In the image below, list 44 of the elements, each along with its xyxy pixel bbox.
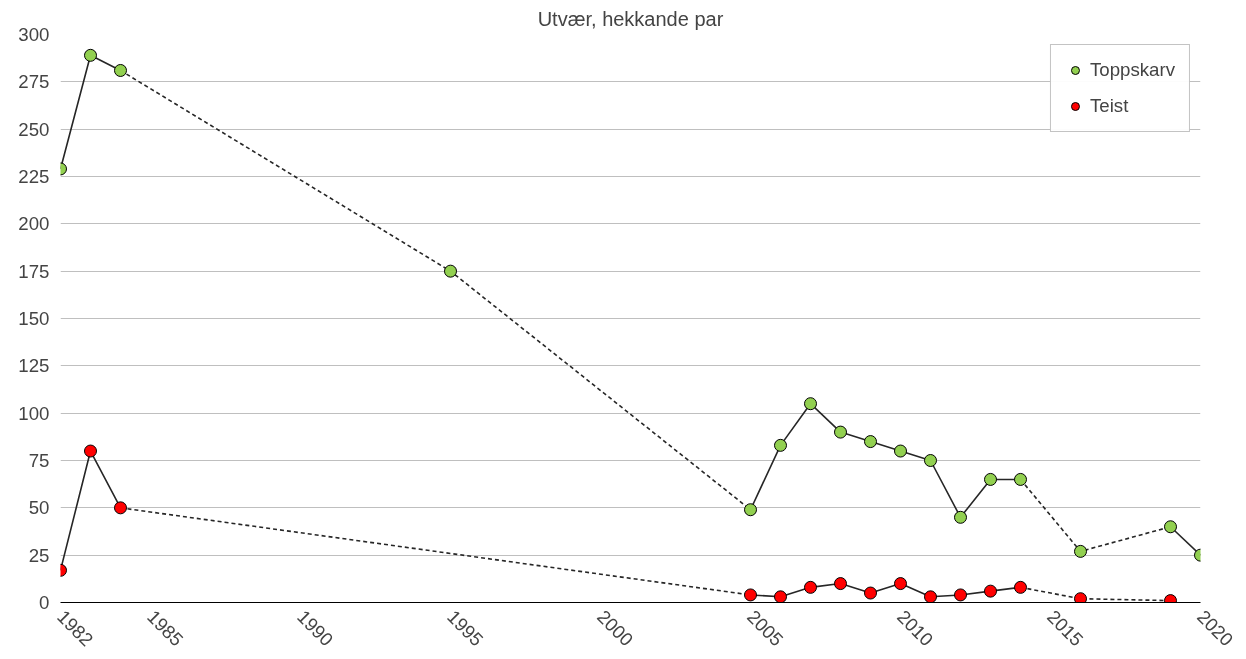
y-tick-label: 25 <box>28 544 50 566</box>
point <box>864 586 877 600</box>
point <box>744 588 757 602</box>
point <box>984 584 997 598</box>
point <box>114 501 127 515</box>
point <box>894 444 907 458</box>
point <box>864 435 877 449</box>
y-tick-label: 300 <box>18 24 50 45</box>
chart-title: Utvær, hekkande par <box>537 7 724 30</box>
point <box>804 580 817 594</box>
legend-label: Toppskarv <box>1089 59 1175 81</box>
y-tick-label: 225 <box>18 166 50 187</box>
point <box>444 264 457 278</box>
legend-label: Teist <box>1089 95 1129 117</box>
point <box>804 397 817 411</box>
point <box>84 444 97 458</box>
point <box>984 472 997 486</box>
y-tick-label: 125 <box>18 355 50 377</box>
point <box>924 454 937 467</box>
point <box>774 438 787 452</box>
point <box>894 577 907 591</box>
point <box>774 590 787 603</box>
point <box>114 63 127 77</box>
y-tick-label: 150 <box>18 308 50 329</box>
point <box>834 425 847 439</box>
y-tick-label: 0 <box>39 592 50 613</box>
point <box>954 510 967 524</box>
y-tick-label: 200 <box>18 213 50 235</box>
point <box>924 590 937 603</box>
point <box>1164 520 1177 534</box>
y-tick-label: 100 <box>18 402 50 424</box>
point <box>84 48 97 62</box>
point <box>954 588 967 602</box>
point <box>1074 592 1087 603</box>
point <box>834 577 847 591</box>
point <box>744 503 757 517</box>
y-tick-label: 250 <box>18 118 50 140</box>
y-tick-label: 175 <box>18 260 50 282</box>
point <box>1014 472 1027 486</box>
point <box>1014 580 1027 594</box>
y-tick-label: 75 <box>28 450 50 471</box>
y-tick-label: 275 <box>18 71 50 93</box>
point <box>1074 544 1087 558</box>
y-tick-label: 50 <box>28 497 50 519</box>
